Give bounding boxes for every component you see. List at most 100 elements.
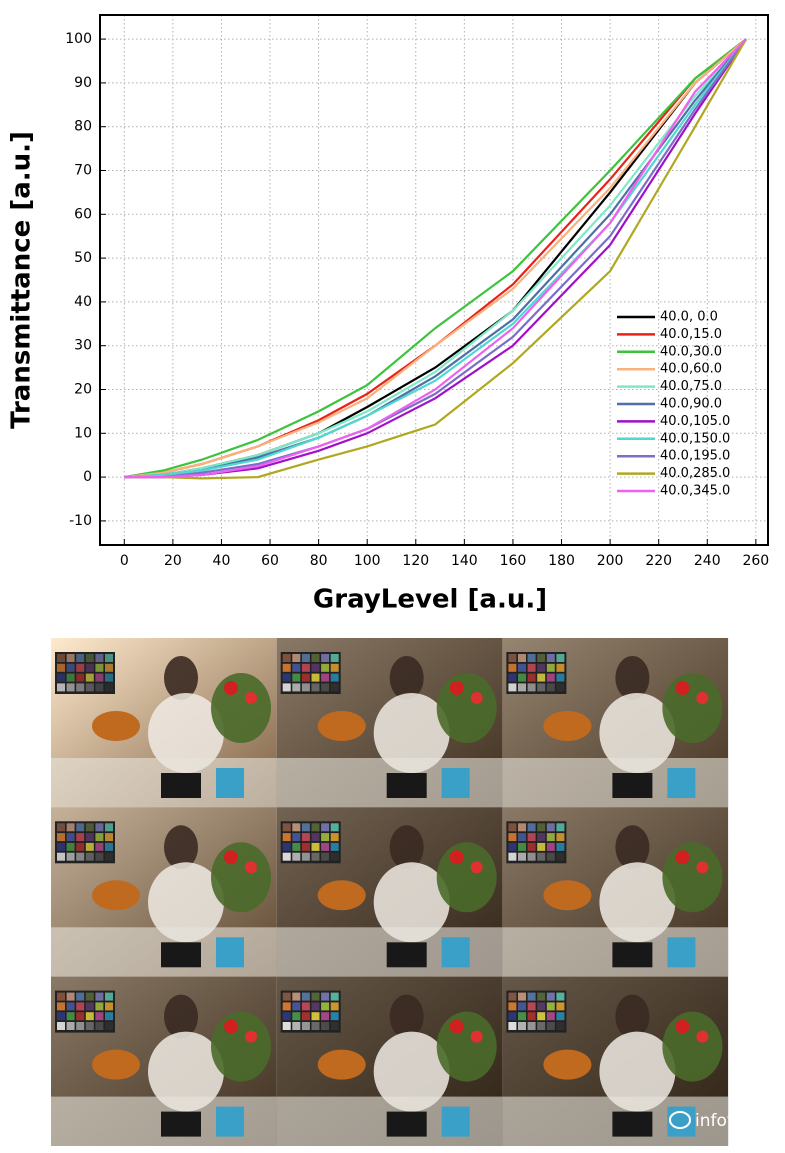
checker-patch xyxy=(311,1002,320,1011)
checker-patch xyxy=(527,842,536,851)
figure-body xyxy=(599,862,676,943)
napkin xyxy=(386,773,427,798)
checker-patch xyxy=(282,683,291,692)
napkin xyxy=(612,942,653,968)
checker-patch xyxy=(311,654,320,662)
napkin xyxy=(386,942,427,968)
checker-patch xyxy=(85,992,94,1001)
checker-patch xyxy=(556,992,565,1001)
checker-patch xyxy=(105,1002,113,1011)
y-tick-label: 0 xyxy=(83,469,92,485)
checker-patch xyxy=(105,673,113,682)
checker-patch xyxy=(556,1012,565,1021)
flower xyxy=(675,681,690,695)
fruit xyxy=(543,1049,592,1080)
checker-patch xyxy=(330,833,339,842)
checker-patch xyxy=(66,833,75,842)
gift xyxy=(441,768,470,798)
napkin xyxy=(161,942,201,968)
checker-patch xyxy=(292,654,301,662)
figure xyxy=(389,825,424,870)
checker-patch xyxy=(105,663,113,672)
figure-body xyxy=(148,862,224,943)
checker-patch xyxy=(527,992,536,1001)
checker-patch xyxy=(85,1002,94,1011)
figure xyxy=(615,825,650,870)
checker-patch xyxy=(311,673,320,682)
checker-patch xyxy=(537,833,546,842)
checker-patch xyxy=(66,1002,75,1011)
checker-patch xyxy=(518,823,526,832)
checker-patch xyxy=(301,852,310,861)
legend-label: 40.0,105.0 xyxy=(660,414,730,429)
checker-patch xyxy=(311,663,320,672)
watermark-icon xyxy=(669,1111,691,1129)
checker-patch xyxy=(518,1002,526,1011)
checker-patch xyxy=(330,663,339,672)
figure-body xyxy=(599,1031,676,1112)
y-axis-label: Transmittance [a.u.] xyxy=(7,131,37,429)
legend-label: 40.0,150.0 xyxy=(660,431,730,446)
checker-patch xyxy=(508,823,517,832)
checker-patch xyxy=(282,842,291,851)
y-tick-label: 20 xyxy=(74,382,92,398)
checker-patch xyxy=(508,683,517,692)
checker-patch xyxy=(508,852,517,861)
checker-patch xyxy=(321,1002,330,1011)
checker-patch xyxy=(282,1012,291,1021)
checker-patch xyxy=(508,1022,517,1030)
series-line xyxy=(124,38,747,479)
flower xyxy=(224,850,238,865)
checker-patch xyxy=(311,842,320,851)
checker-patch xyxy=(85,1012,94,1021)
y-tick-label: 60 xyxy=(74,206,92,222)
checker-patch xyxy=(508,842,517,851)
checker-patch xyxy=(321,683,330,692)
checker-patch xyxy=(57,663,65,672)
figure xyxy=(164,994,198,1039)
checker-patch xyxy=(105,833,113,842)
checker-patch xyxy=(57,833,65,842)
checker-patch xyxy=(282,663,291,672)
checker-patch xyxy=(85,683,94,692)
napkin xyxy=(386,1111,427,1137)
checker-patch xyxy=(518,663,526,672)
x-tick-label: 0 xyxy=(120,553,129,569)
flowers xyxy=(436,842,497,913)
checker-patch xyxy=(292,683,301,692)
checker-patch xyxy=(311,683,320,692)
checker-patch xyxy=(66,683,75,692)
figure-body xyxy=(373,693,450,773)
checker-patch xyxy=(76,654,85,662)
x-tick-label: 160 xyxy=(500,553,527,569)
checker-patch xyxy=(330,823,339,832)
checker-patch xyxy=(556,663,565,672)
checker-patch xyxy=(76,852,85,861)
napkin xyxy=(161,1111,201,1137)
checker-patch xyxy=(518,1012,526,1021)
flowers xyxy=(436,673,497,743)
checker-patch xyxy=(282,823,291,832)
x-tick-label: 200 xyxy=(597,553,624,569)
checker-patch xyxy=(95,852,104,861)
flower xyxy=(470,692,483,704)
flower xyxy=(675,1019,690,1034)
figure xyxy=(389,994,424,1039)
napkin xyxy=(612,773,653,798)
checker-patch xyxy=(518,833,526,842)
checker-patch xyxy=(85,663,94,672)
checker-patch xyxy=(301,663,310,672)
checker-patch xyxy=(95,823,104,832)
checker-patch xyxy=(321,823,330,832)
checker-patch xyxy=(95,992,104,1001)
x-axis-label: GrayLevel [a.u.] xyxy=(313,585,547,615)
figure xyxy=(164,656,198,700)
checker-patch xyxy=(95,663,104,672)
checker-patch xyxy=(556,683,565,692)
watermark: infotek xyxy=(669,1111,754,1131)
x-tick-label: 20 xyxy=(164,553,182,569)
checker-patch xyxy=(66,852,75,861)
figure-body xyxy=(599,693,676,773)
checker-patch xyxy=(85,842,94,851)
